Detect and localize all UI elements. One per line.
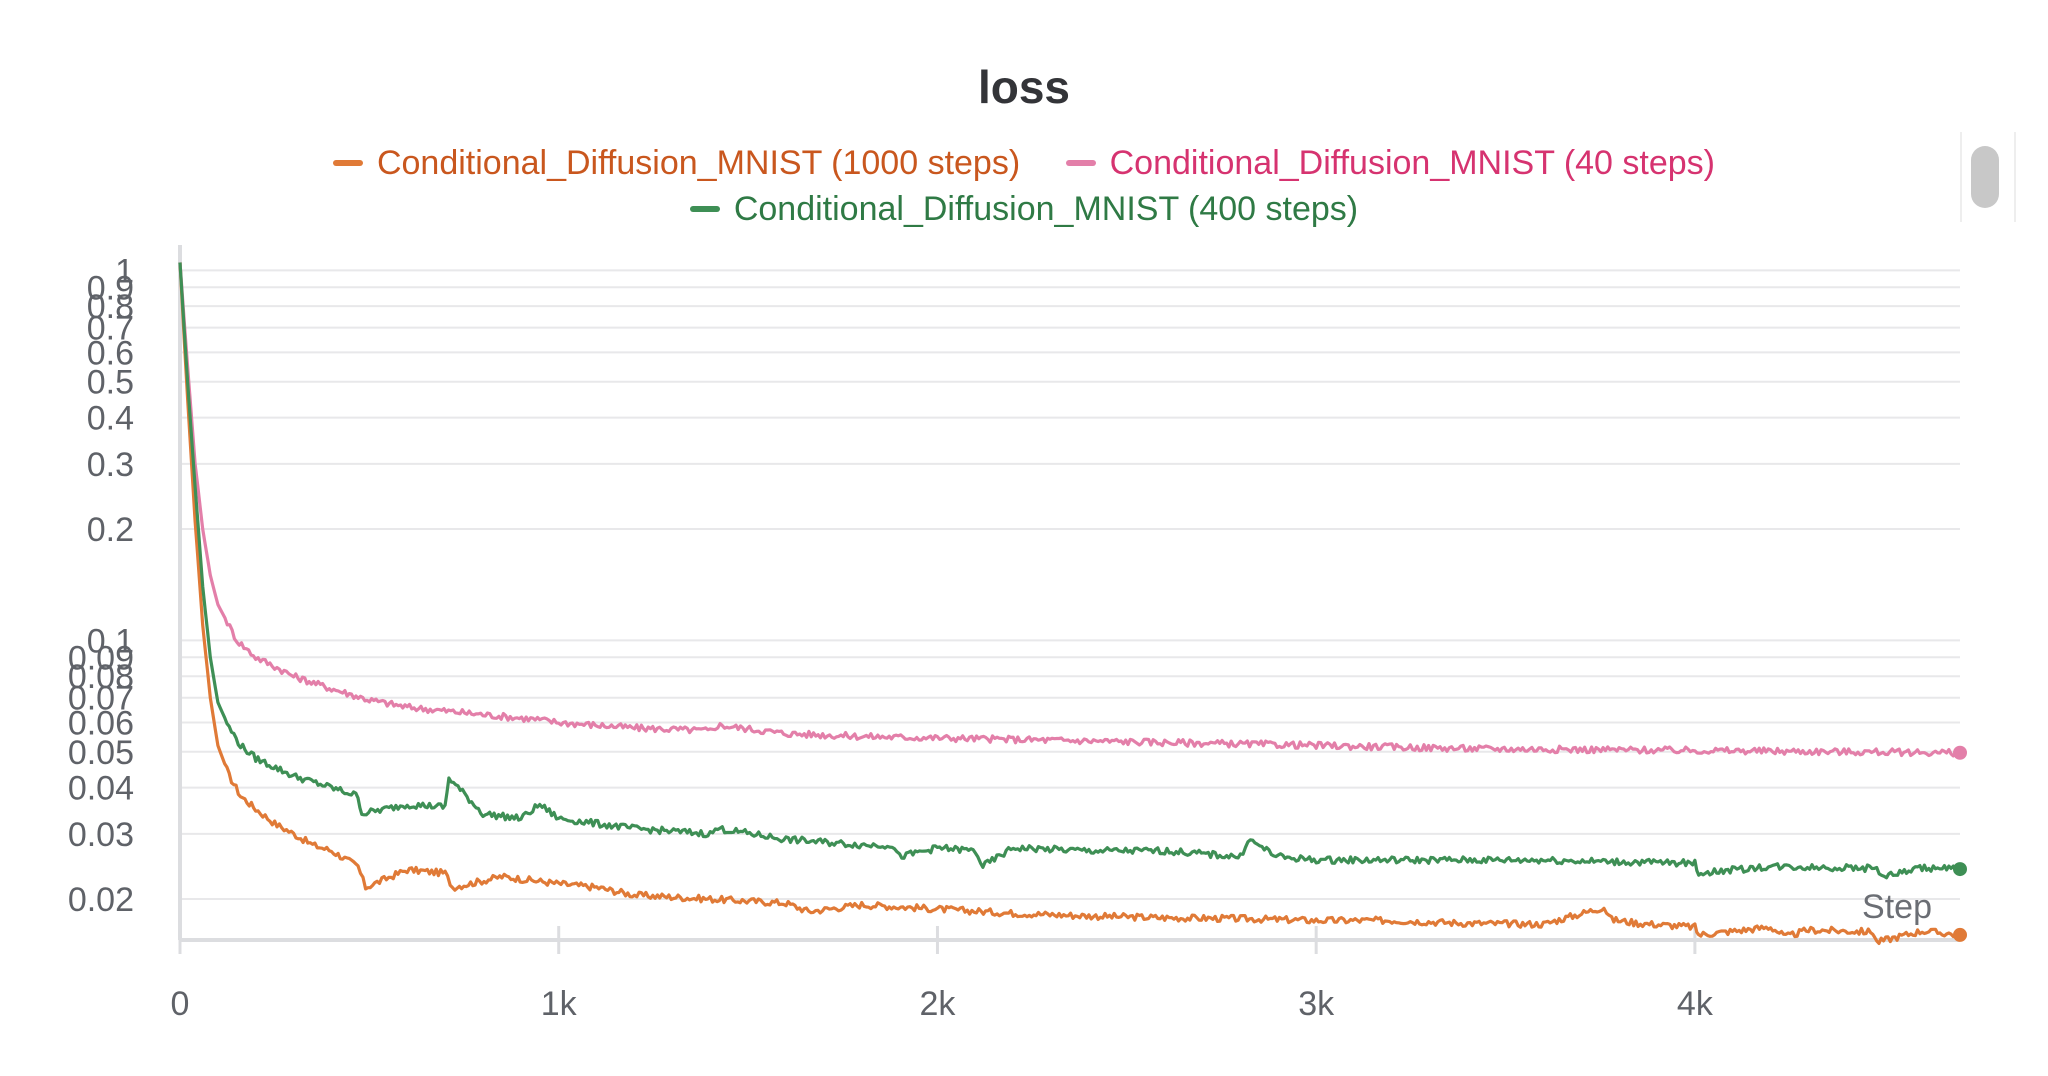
- y-tick-label: 1: [115, 252, 134, 290]
- y-tick-label: 0.6: [87, 334, 134, 372]
- legend-item-40-steps[interactable]: Conditional_Diffusion_MNIST (40 steps): [1065, 143, 1716, 183]
- series-line-1: [178, 262, 1961, 758]
- x-tick-label: 4k: [1677, 985, 1714, 1023]
- y-tick-label: 0.4: [87, 400, 134, 438]
- x-tick-label: 0: [171, 985, 190, 1023]
- legend-label-40-steps: Conditional_Diffusion_MNIST (40 steps): [1109, 143, 1716, 182]
- legend-swatch-400-steps: [689, 206, 720, 212]
- legend-scrollbar-track[interactable]: [1960, 132, 2016, 222]
- x-tick-label: 1k: [541, 985, 578, 1023]
- legend-label-400-steps: Conditional_Diffusion_MNIST (400 steps): [733, 189, 1359, 228]
- legend-item-400-steps[interactable]: Conditional_Diffusion_MNIST (400 steps): [689, 189, 1359, 229]
- y-tick-label: 0.9: [87, 269, 134, 307]
- y-tick-label: 0.2: [87, 511, 134, 549]
- y-tick-label: 0.04: [68, 770, 134, 808]
- y-tick-label: 0.07: [68, 680, 134, 718]
- y-tick-label: 0.1: [87, 622, 134, 660]
- y-tick-label: 0.06: [68, 704, 134, 742]
- y-tick-label: 0.3: [87, 446, 134, 484]
- series-line-0: [178, 262, 1962, 945]
- x-tick-label: 2k: [919, 985, 956, 1023]
- y-tick-label: 0.8: [87, 288, 134, 326]
- legend-scrollbar-thumb[interactable]: [1971, 146, 1999, 208]
- series-end-point-2: [1953, 862, 1967, 877]
- y-tick-label: 0.7: [87, 310, 134, 348]
- legend-label-1000-steps: Conditional_Diffusion_MNIST (1000 steps): [376, 143, 1021, 182]
- y-tick-label: 0.09: [68, 639, 134, 677]
- series-end-point-0: [1953, 927, 1967, 942]
- y-tick-label: 0.02: [68, 881, 134, 919]
- legend-row-1: Conditional_Diffusion_MNIST (1000 steps)…: [0, 136, 2048, 183]
- chart-title: loss: [977, 61, 1071, 113]
- series-end-point-1: [1953, 745, 1967, 760]
- x-axis-label: Step: [1862, 888, 1932, 926]
- legend-swatch-40-steps: [1065, 160, 1096, 166]
- legend-swatch-1000-steps: [332, 160, 363, 166]
- x-tick-label: 3k: [1298, 985, 1335, 1023]
- y-tick-label: 0.5: [87, 364, 134, 402]
- legend-item-1000-steps[interactable]: Conditional_Diffusion_MNIST (1000 steps): [332, 143, 1021, 183]
- y-tick-label: 0.05: [68, 734, 134, 772]
- legend-row-2: Conditional_Diffusion_MNIST (400 steps): [0, 182, 2048, 229]
- y-tick-label: 0.08: [68, 658, 134, 696]
- series-line-2: [178, 262, 1962, 880]
- y-tick-label: 0.03: [68, 816, 134, 854]
